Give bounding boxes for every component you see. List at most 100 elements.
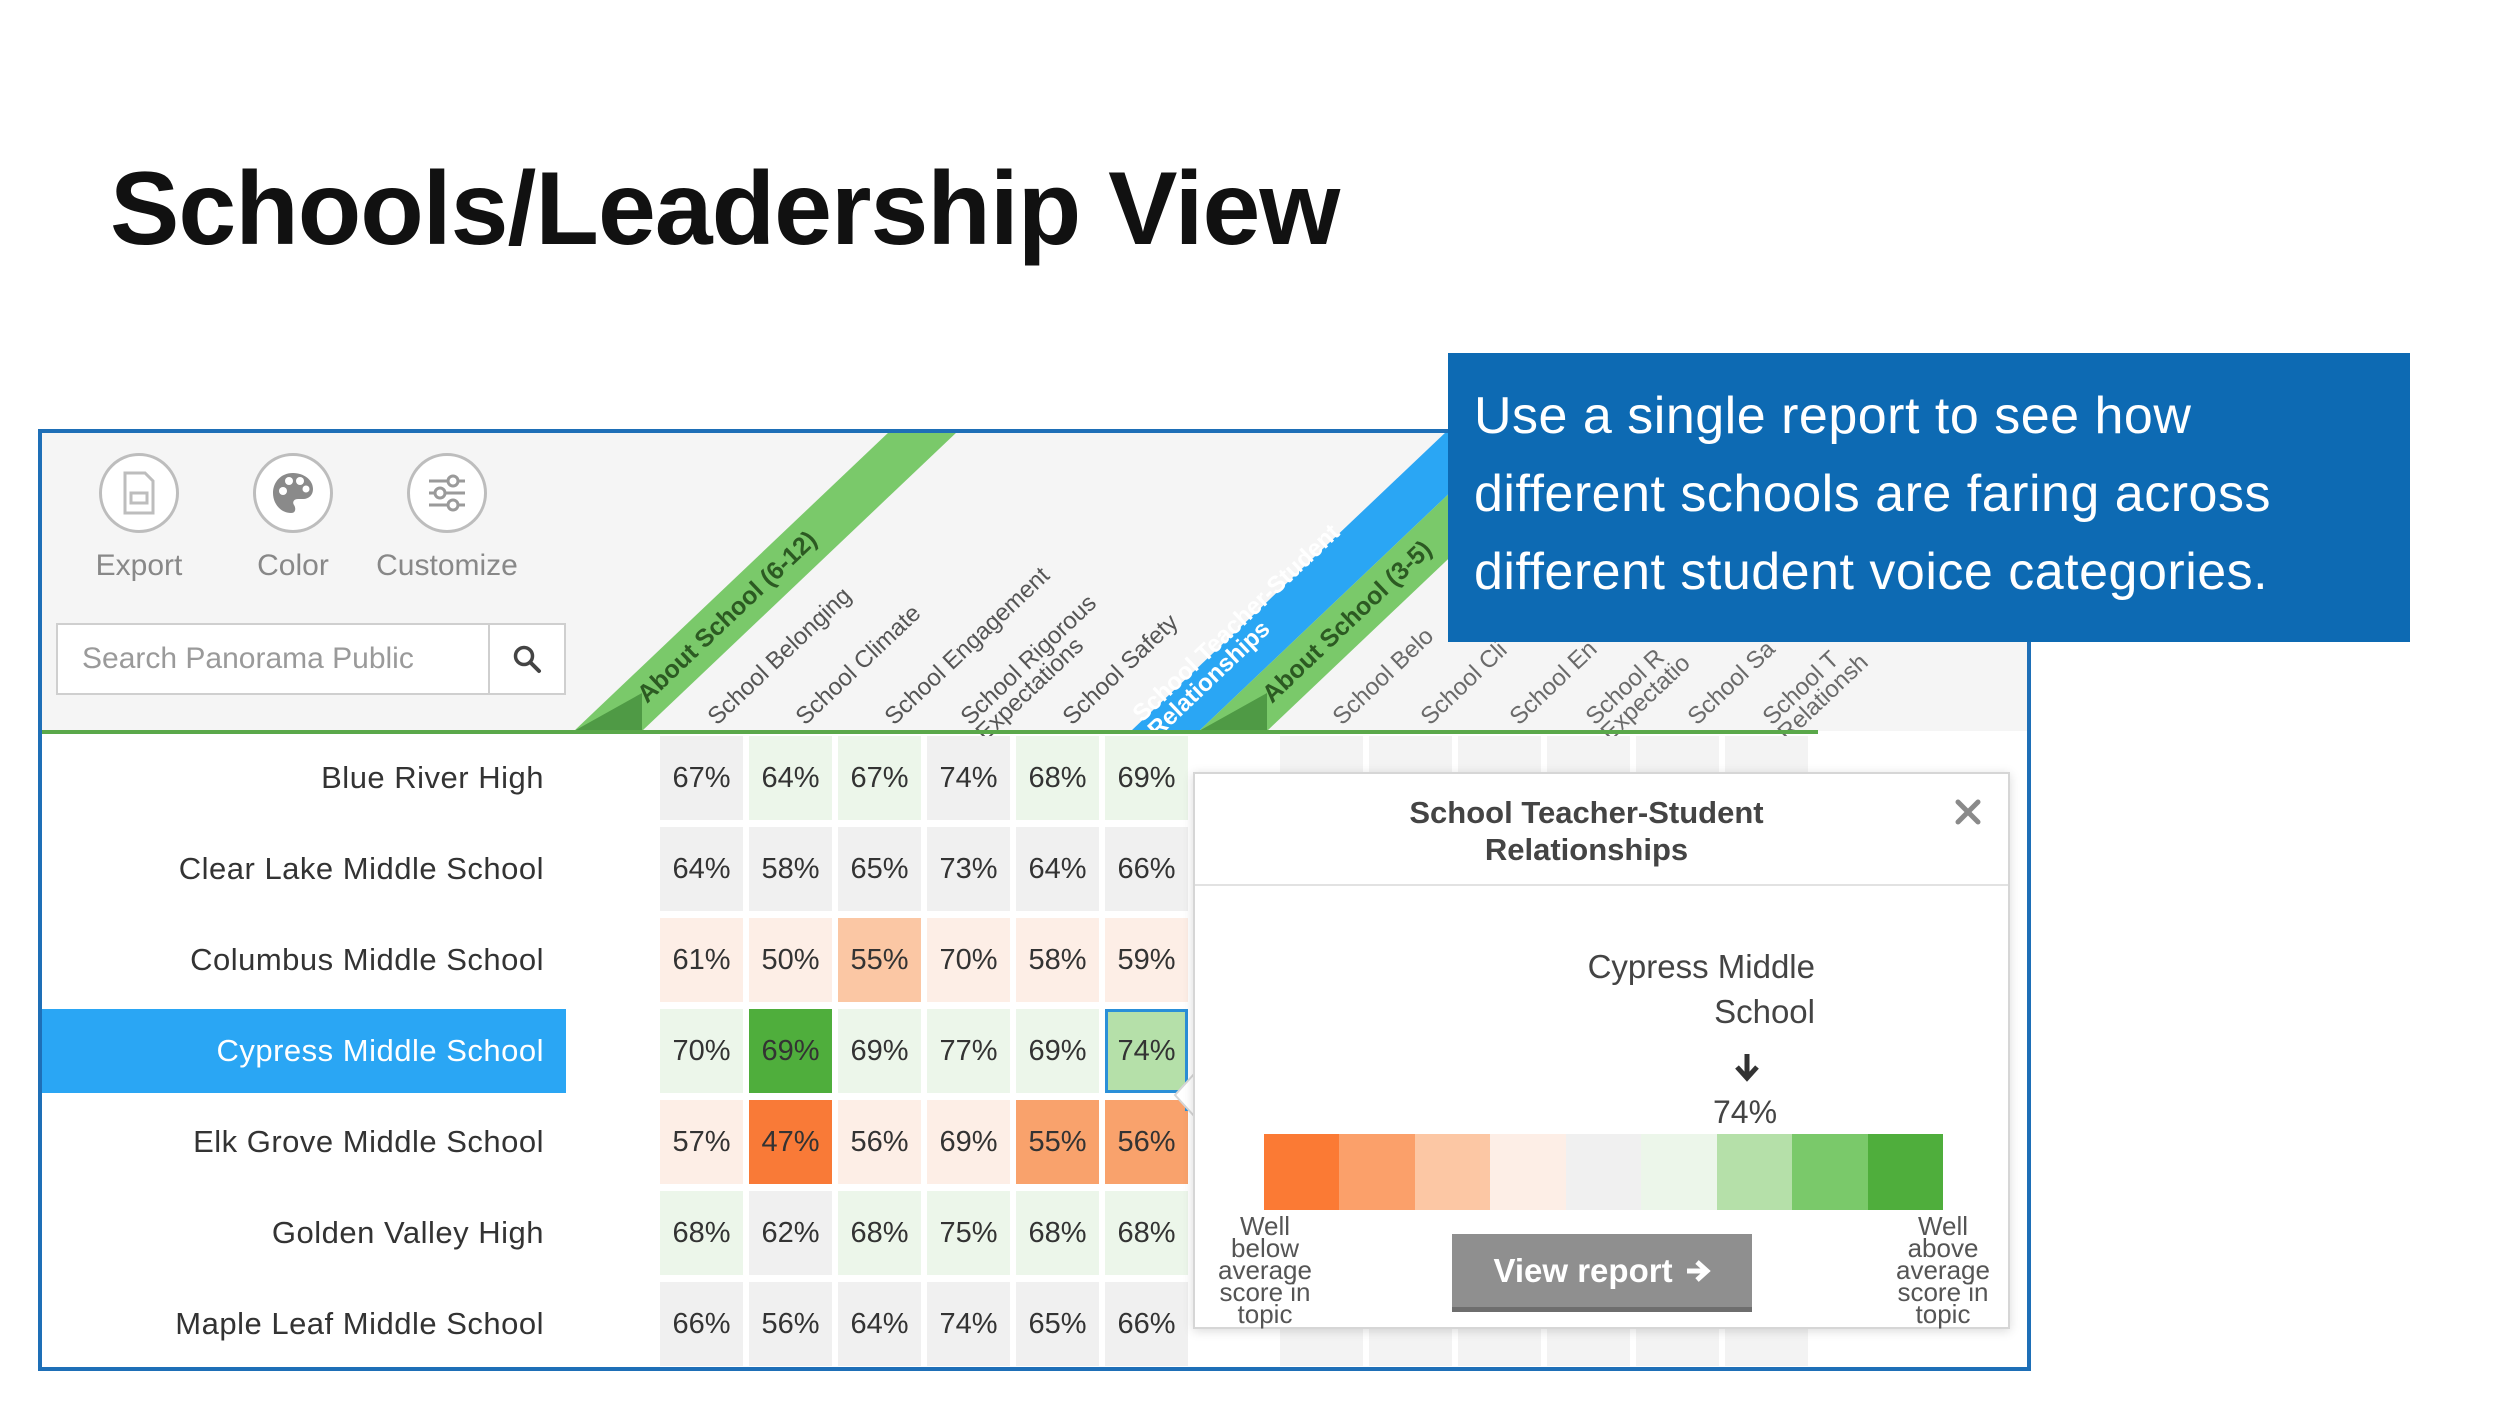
score-cell[interactable]: 69% — [1105, 736, 1188, 820]
score-cell[interactable]: 47% — [749, 1100, 832, 1184]
search-button[interactable] — [490, 625, 564, 693]
group-band-about-35-fold — [1199, 693, 1267, 731]
score-cell[interactable]: 74% — [1105, 1009, 1188, 1093]
score-cell[interactable]: 69% — [927, 1100, 1010, 1184]
score-cell[interactable]: 56% — [1105, 1100, 1188, 1184]
score-cell[interactable]: 58% — [749, 827, 832, 911]
score-cell[interactable]: 74% — [927, 1282, 1010, 1366]
scale-segment — [1264, 1134, 1340, 1210]
search-icon — [513, 645, 541, 673]
score-cell[interactable]: 68% — [838, 1191, 921, 1275]
popup-school-name: Cypress Middle School — [1495, 944, 1815, 1034]
popup-title: School Teacher-Student Relationships — [1245, 794, 1928, 868]
school-row-label[interactable]: Columbus Middle School — [190, 942, 544, 977]
customize-button[interactable]: Customize — [372, 453, 522, 583]
score-cell[interactable]: 57% — [660, 1100, 743, 1184]
school-row-label[interactable]: Clear Lake Middle School — [178, 851, 544, 886]
scale-label-line: topic — [1915, 1299, 1971, 1329]
view-report-button[interactable]: View report — [1452, 1234, 1752, 1312]
score-cell[interactable]: 75% — [927, 1191, 1010, 1275]
score-cell[interactable]: 66% — [1105, 1282, 1188, 1366]
school-row-label[interactable]: Blue River High — [321, 760, 544, 795]
score-cell[interactable]: 64% — [1016, 827, 1099, 911]
score-cell[interactable]: 77% — [927, 1009, 1010, 1093]
score-cell[interactable]: 55% — [1016, 1100, 1099, 1184]
view-report-label: View report — [1493, 1251, 1673, 1289]
score-cell[interactable]: 73% — [927, 827, 1010, 911]
popup-school-line2: School — [1714, 993, 1815, 1030]
score-popup: School Teacher-Student Relationships Cyp… — [1193, 772, 2010, 1329]
popup-divider — [1195, 884, 2008, 886]
score-cell[interactable]: 70% — [927, 918, 1010, 1002]
school-row-label[interactable]: Cypress Middle School — [42, 1009, 566, 1093]
score-cell[interactable]: 64% — [749, 736, 832, 820]
search-box — [56, 623, 566, 695]
school-row-label[interactable]: Golden Valley High — [271, 1215, 544, 1250]
score-cell[interactable]: 69% — [838, 1009, 921, 1093]
close-button[interactable] — [1948, 792, 1988, 832]
score-cell[interactable]: 68% — [1105, 1191, 1188, 1275]
scale-segment — [1641, 1134, 1717, 1210]
score-cell[interactable]: 66% — [660, 1282, 743, 1366]
popup-score: 74% — [1712, 1094, 1778, 1130]
score-cell[interactable]: 64% — [838, 1282, 921, 1366]
score-cell[interactable]: 50% — [749, 918, 832, 1002]
callout-box: Use a single report to see how different… — [1448, 353, 2410, 642]
score-cell[interactable]: 56% — [838, 1100, 921, 1184]
popup-school-line1: Cypress Middle — [1587, 948, 1815, 985]
score-cell[interactable]: 56% — [749, 1282, 832, 1366]
popup-title-line2: Relationships — [1484, 832, 1689, 867]
score-cell[interactable]: 74% — [927, 736, 1010, 820]
column-header-school-rigorous-expectations[interactable]: School RigorousExpectations — [956, 590, 1117, 743]
score-cell[interactable]: 69% — [1016, 1009, 1099, 1093]
group-label-about-612: About School (6-12) — [632, 526, 823, 709]
score-cell[interactable]: 58% — [1016, 918, 1099, 1002]
score-cell[interactable]: 64% — [660, 827, 743, 911]
group-band-teacher-student[interactable] — [1131, 433, 1515, 731]
score-cell[interactable]: 67% — [838, 736, 921, 820]
scale-label-line: Well — [1239, 1211, 1291, 1241]
score-cell[interactable]: 68% — [1016, 736, 1099, 820]
scale-label-line: average — [1896, 1255, 1990, 1285]
export-button[interactable]: Export — [64, 453, 214, 583]
scale-segment — [1716, 1134, 1793, 1210]
score-cell[interactable]: 70% — [660, 1009, 743, 1093]
scale-segment — [1490, 1134, 1566, 1210]
scale-label-line: below — [1231, 1233, 1299, 1263]
scale-label-above: Well above average score in topic — [1883, 1211, 2003, 1329]
scale-segment — [1867, 1134, 1943, 1210]
school-row-label[interactable]: Elk Grove Middle School — [193, 1124, 544, 1159]
score-cell[interactable]: 59% — [1105, 918, 1188, 1002]
group-band-about-612-fold — [574, 693, 642, 731]
export-icon — [99, 453, 179, 533]
scale-label-line: score in — [1219, 1277, 1311, 1307]
palette-icon — [253, 453, 333, 533]
score-cell[interactable]: 66% — [1105, 827, 1188, 911]
color-label: Color — [257, 549, 329, 582]
search-input[interactable] — [58, 625, 490, 693]
scale-label-line: score in — [1897, 1277, 1989, 1307]
score-cell[interactable]: 61% — [660, 918, 743, 1002]
column-header-faded-expectations[interactable]: School RExpectatio — [1581, 634, 1696, 743]
header-underline — [42, 730, 1818, 734]
scale-label-line: above — [1907, 1233, 1979, 1263]
scale-label-line: Well — [1917, 1211, 1969, 1241]
score-cell[interactable]: 68% — [660, 1191, 743, 1275]
popup-title-line1: School Teacher-Student — [1409, 795, 1764, 830]
scale-segment — [1339, 1134, 1415, 1210]
score-cell[interactable]: 68% — [1016, 1191, 1099, 1275]
score-cell[interactable]: 65% — [838, 827, 921, 911]
color-button[interactable]: Color — [218, 453, 368, 583]
school-row-label[interactable]: Maple Leaf Middle School — [175, 1306, 544, 1341]
customize-label: Customize — [376, 549, 518, 582]
score-cell[interactable]: 67% — [660, 736, 743, 820]
score-cell[interactable]: 62% — [749, 1191, 832, 1275]
scale-label-line: average — [1218, 1255, 1312, 1285]
score-cell[interactable]: 69% — [749, 1009, 832, 1093]
score-cell[interactable]: 65% — [1016, 1282, 1099, 1366]
score-scale-bar — [1264, 1134, 1943, 1210]
group-band-about-612[interactable] — [574, 433, 958, 731]
score-cell[interactable]: 55% — [838, 918, 921, 1002]
scale-label-line: topic — [1237, 1299, 1293, 1329]
scale-segment — [1414, 1134, 1491, 1210]
